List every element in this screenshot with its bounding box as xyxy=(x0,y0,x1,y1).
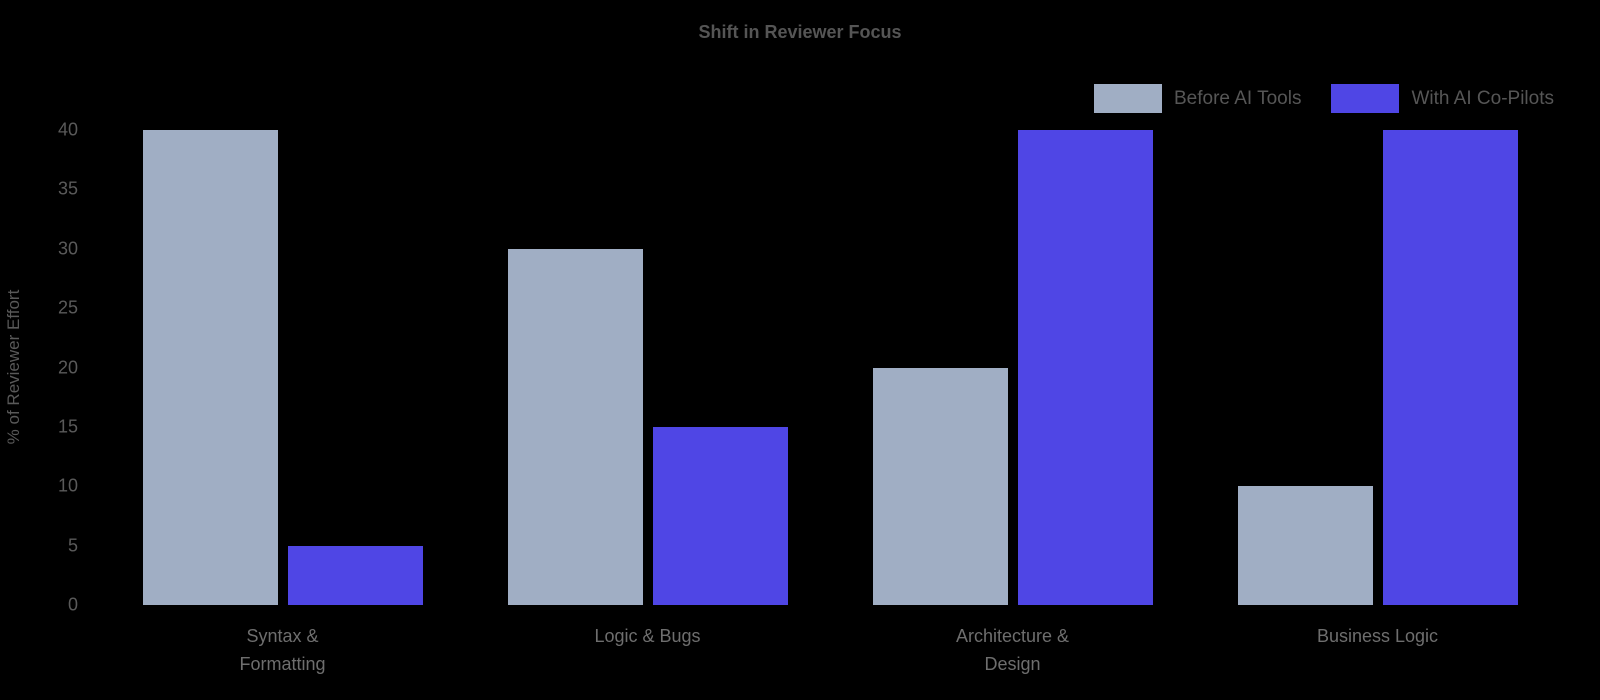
y-tick-label: 10 xyxy=(57,475,78,496)
y-tick-label: 15 xyxy=(57,416,78,437)
category-label: Syntax & Formatting xyxy=(239,626,326,674)
bar-pair xyxy=(142,130,423,605)
bar-with-ai-co-pilots xyxy=(1382,130,1518,605)
bar-groups: Syntax & Formatting Logic & Bugs Architect… xyxy=(100,130,1560,674)
bar-group: Architecture & Design xyxy=(872,130,1153,674)
bar-before-ai-tools xyxy=(1237,486,1373,605)
y-tick-label: 30 xyxy=(57,238,78,259)
category-label: Business Logic xyxy=(1316,626,1439,646)
bar-before-ai-tools xyxy=(142,130,278,605)
bar-before-ai-tools xyxy=(507,248,643,605)
legend-swatch-with-icon xyxy=(1331,84,1400,113)
legend-swatch-before-icon xyxy=(1094,84,1162,113)
legend: Before AI Tools With AI Co-Pilots xyxy=(1094,84,1554,113)
bar-with-ai-co-pilots xyxy=(1017,130,1153,605)
legend-item-before: Before AI Tools xyxy=(1094,84,1301,113)
plot-area: 0 5 10 15 20 25 30 35 40 Syntax & Formatting Logi… xyxy=(58,120,1560,674)
bar-with-ai-co-pilots xyxy=(652,426,788,605)
category-label: Architecture & Design xyxy=(955,626,1070,674)
y-axis-label: % of Reviewer Effort xyxy=(4,289,23,445)
bar-before-ai-tools xyxy=(872,367,1008,605)
bar-with-ai-co-pilots xyxy=(287,545,423,605)
y-tick-label: 25 xyxy=(57,297,78,318)
y-tick-label: 35 xyxy=(57,178,78,199)
legend-label-before: Before AI Tools xyxy=(1174,87,1302,109)
legend-label-with: With AI Co-Pilots xyxy=(1411,87,1554,109)
y-tick-label: 5 xyxy=(67,535,78,556)
bar-pair xyxy=(507,248,788,605)
legend-item-with: With AI Co-Pilots xyxy=(1331,84,1554,113)
bar-group: Business Logic xyxy=(1237,130,1518,646)
y-tick-label: 40 xyxy=(57,119,78,140)
bar-group: Logic & Bugs xyxy=(507,130,788,646)
bar-pair xyxy=(872,130,1153,605)
y-tick-label: 0 xyxy=(67,594,78,615)
bar-pair xyxy=(1237,130,1518,605)
chart-title: Shift in Reviewer Focus xyxy=(698,22,902,42)
y-tick-label: 20 xyxy=(57,357,78,377)
category-label: Logic & Bugs xyxy=(594,626,701,646)
bar-group: Syntax & Formatting xyxy=(142,130,423,674)
